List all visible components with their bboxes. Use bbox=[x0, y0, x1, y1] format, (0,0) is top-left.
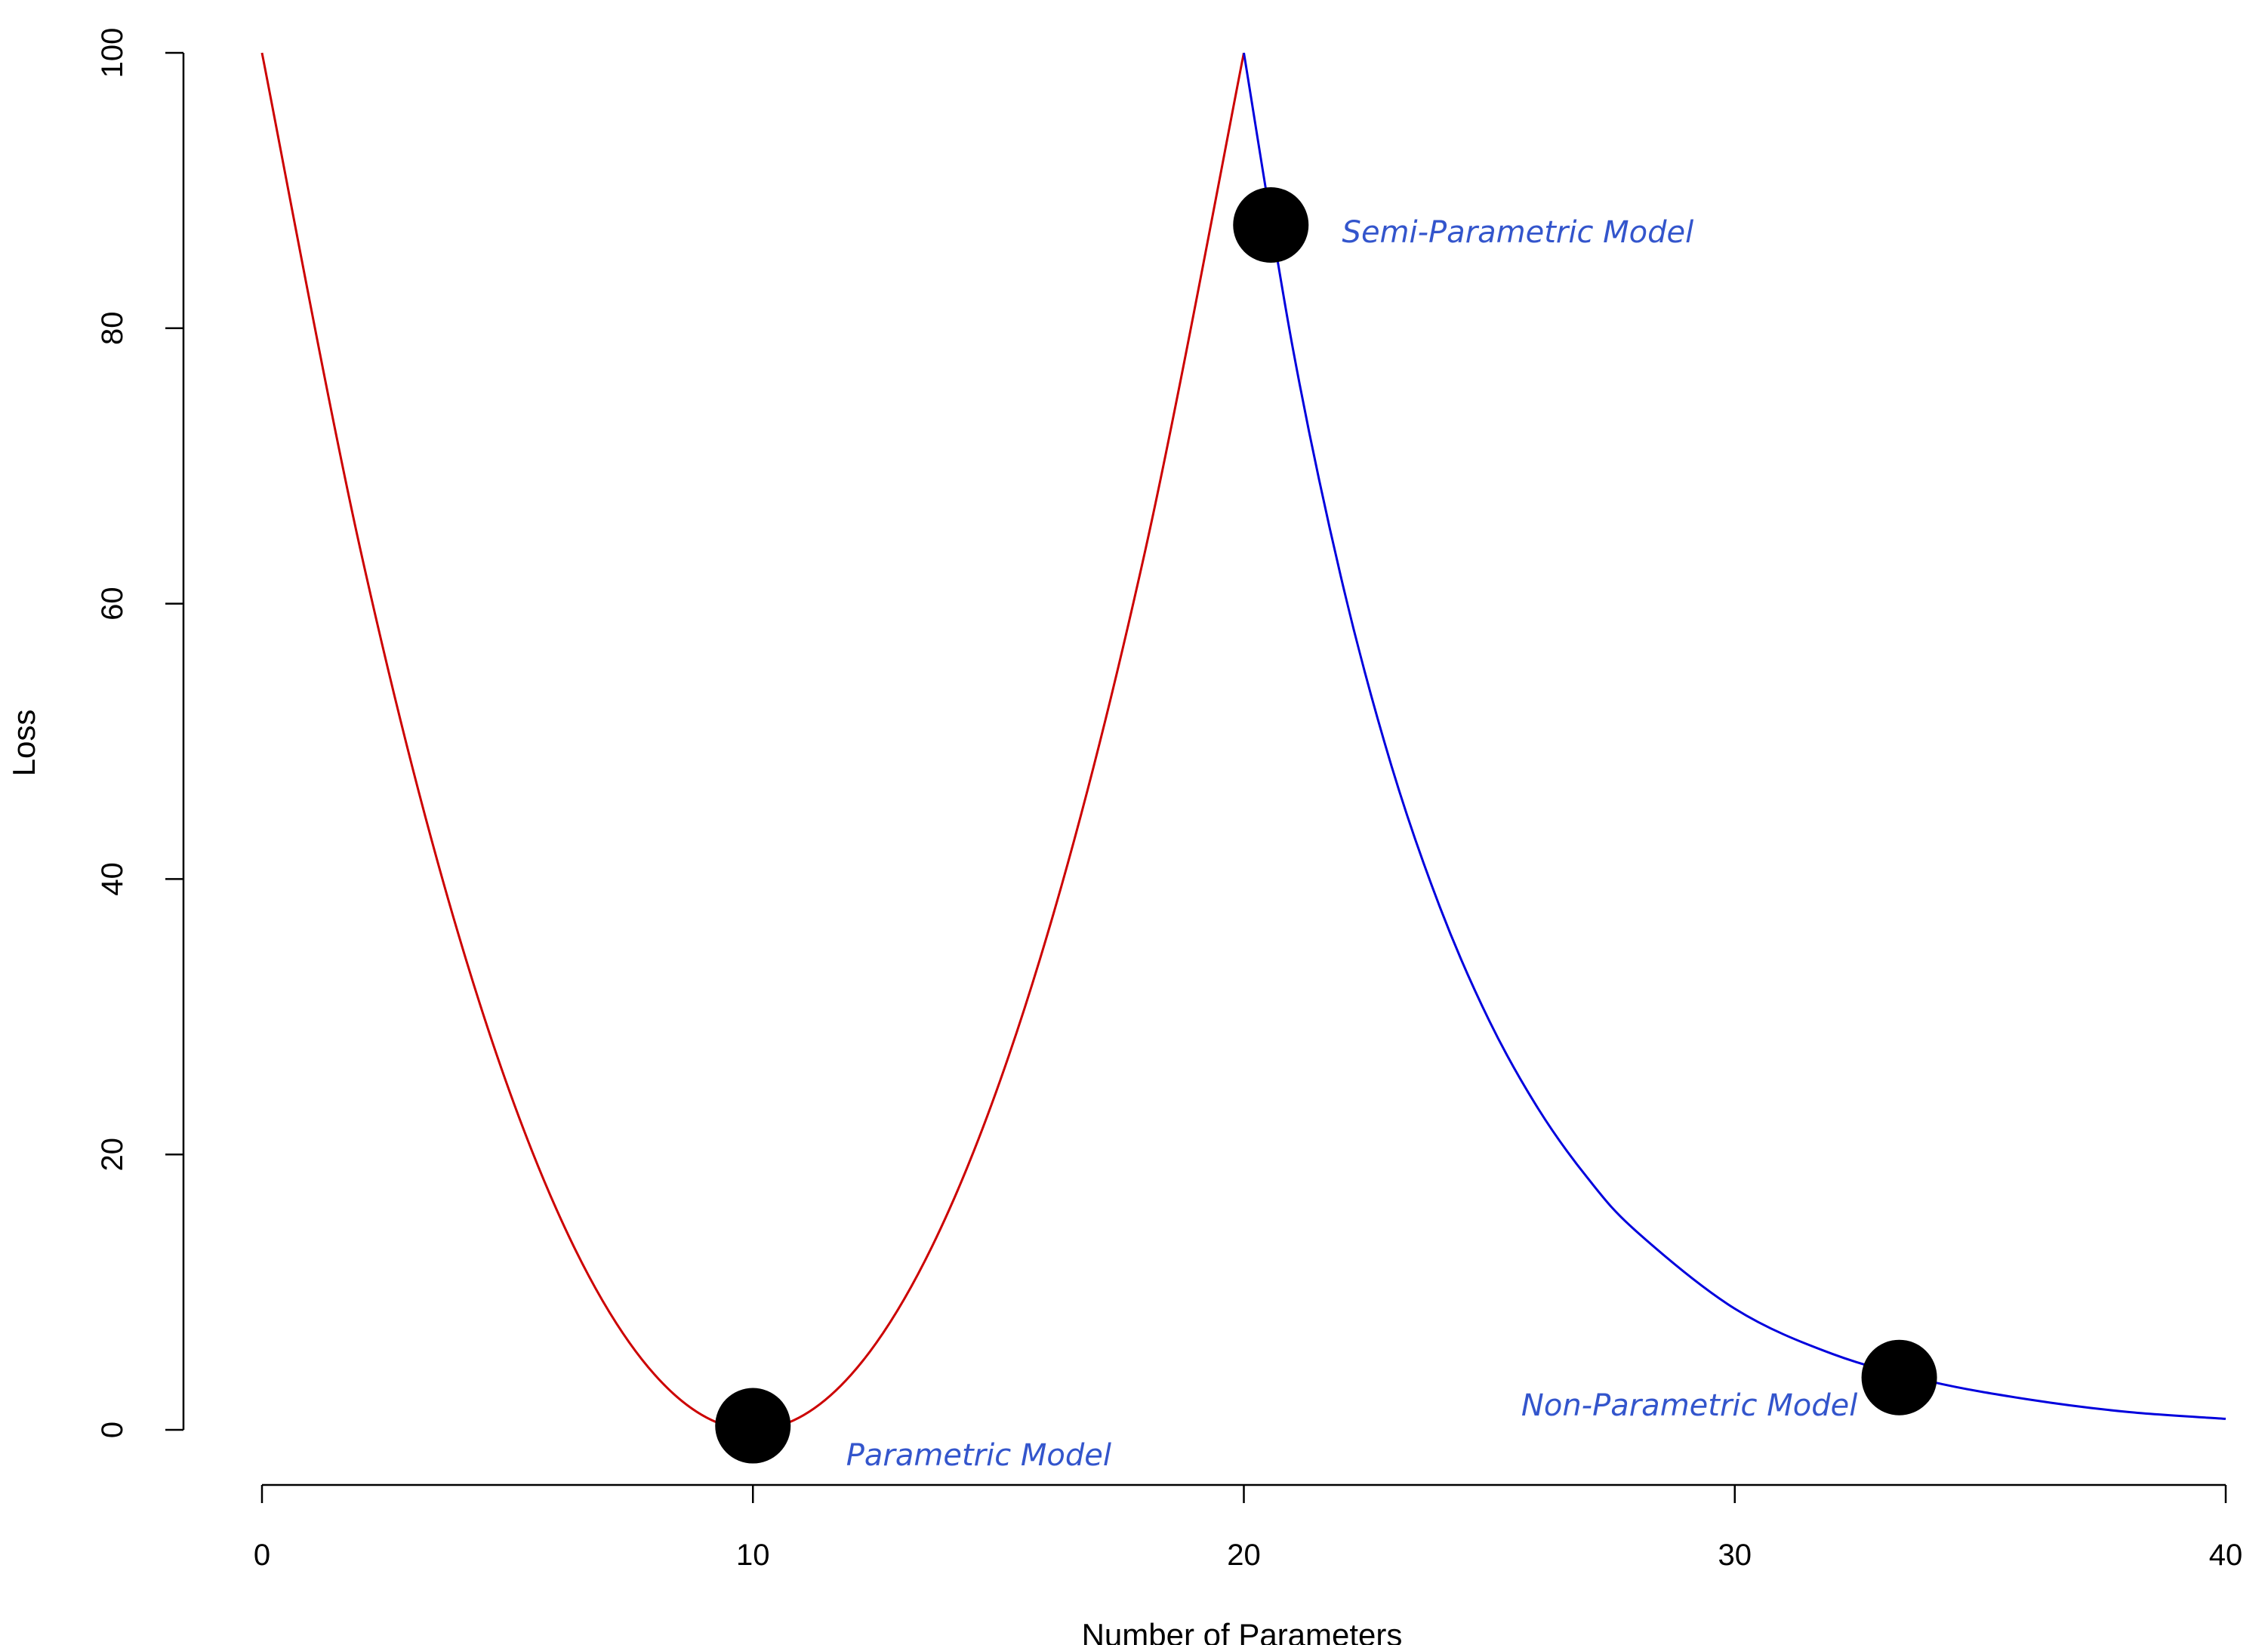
x-tick-label: 20 bbox=[1227, 1539, 1261, 1572]
y-tick-label: 40 bbox=[96, 862, 129, 896]
y-axis-title: Loss bbox=[6, 710, 42, 777]
x-axis-title: Number of Parameters bbox=[1082, 1617, 1403, 1645]
annotation-label: Non-Parametric Model bbox=[1521, 1388, 1857, 1423]
y-tick-label: 60 bbox=[96, 587, 129, 621]
x-tick-label: 30 bbox=[1718, 1539, 1752, 1572]
model-point-1 bbox=[715, 1388, 791, 1464]
model-point-2 bbox=[1233, 187, 1309, 263]
x-axis: 0 10 20 30 40 bbox=[254, 1483, 2243, 1572]
annotation-label: Semi-Parametric Model bbox=[1342, 215, 1694, 250]
y-tick-label: 0 bbox=[96, 1422, 129, 1438]
series-line-2 bbox=[1243, 52, 2226, 1420]
x-tick-label: 40 bbox=[2209, 1539, 2243, 1572]
model-point-3 bbox=[1861, 1339, 1937, 1416]
points-layer bbox=[715, 187, 1937, 1464]
y-tick-label: 20 bbox=[96, 1138, 129, 1172]
x-tick-label: 10 bbox=[736, 1539, 770, 1572]
annotation-label: Parametric Model bbox=[846, 1438, 1111, 1473]
annotation-layer: Parametric Model Semi-Parametric Model Non… bbox=[846, 215, 1858, 1473]
y-tick-label: 100 bbox=[96, 28, 129, 79]
y-tick-label: 80 bbox=[96, 312, 129, 346]
y-axis: 0 20 40 60 80 100 bbox=[96, 28, 185, 1438]
x-tick-label: 0 bbox=[254, 1539, 270, 1572]
